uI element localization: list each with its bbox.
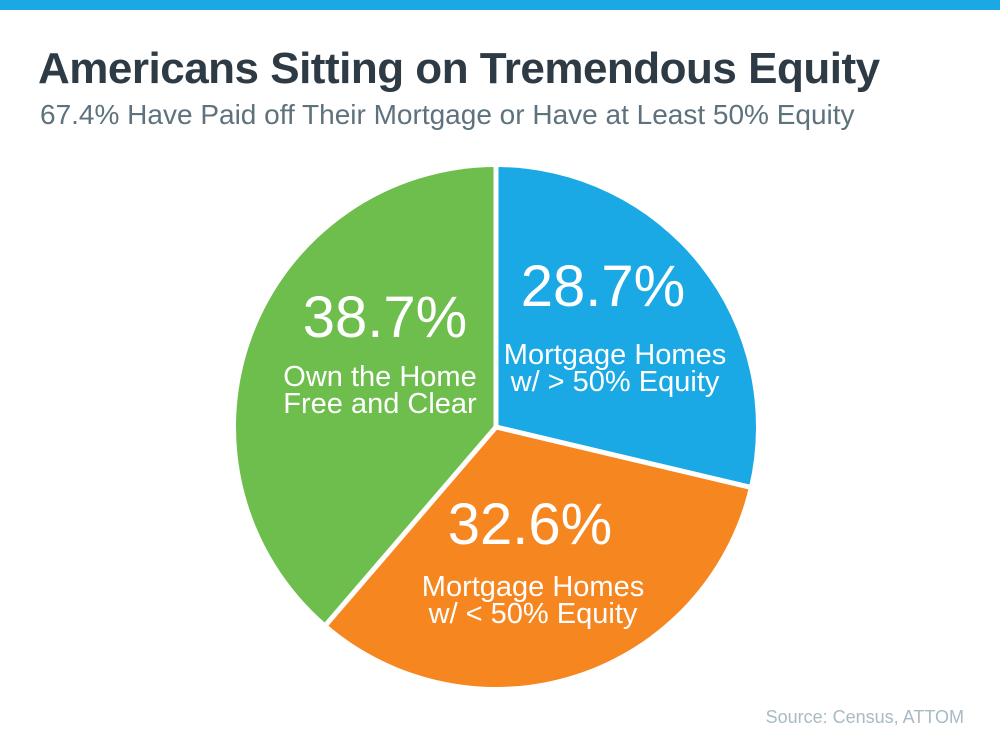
label-line: w/ < 50% Equity: [428, 598, 638, 630]
pie-slice-mortgage-homes-gt-50-equity: [496, 167, 756, 487]
label-line: Mortgage Homes: [421, 571, 645, 603]
pie-pct-label-free-and-clear: 38.7%: [302, 285, 468, 350]
label-line: Own the Home: [283, 361, 477, 393]
page-subtitle: 67.4% Have Paid off Their Mortgage or Ha…: [40, 99, 855, 130]
label-line: Free and Clear: [283, 388, 477, 420]
top-accent-bar: [0, 0, 1000, 10]
pie-text-label-gt50-equity: Mortgage Homes w/ > 50% Equity: [503, 339, 727, 398]
label-line: w/ > 50% Equity: [510, 366, 720, 398]
page-title: Americans Sitting on Tremendous Equity: [38, 44, 880, 93]
pie-slice-own-home-free-and-clear: [236, 167, 496, 625]
pie-pct-label-gt50-equity: 28.7%: [520, 254, 686, 319]
pie-slice-mortgage-homes-lt-50-equity: [326, 427, 750, 688]
label-line: Mortgage Homes: [503, 339, 727, 371]
pie-slice-separator: [324, 425, 498, 626]
pie-pct-label-lt50-equity: 32.6%: [447, 492, 613, 557]
source-attribution: Source: Census, ATTOM: [765, 707, 964, 727]
pie-text-label-lt50-equity: Mortgage Homes w/ < 50% Equity: [421, 571, 645, 630]
pie-text-label-free-and-clear: Own the Home Free and Clear: [283, 361, 477, 420]
pie-slice-separator: [495, 424, 750, 490]
